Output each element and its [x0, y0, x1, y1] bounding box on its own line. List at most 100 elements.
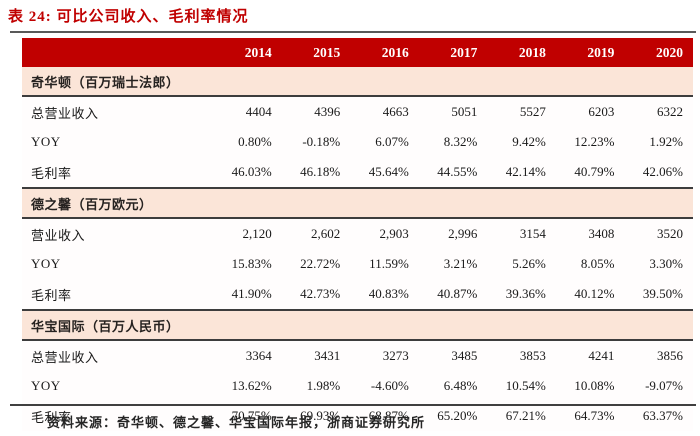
- cell-value: 2,996: [418, 218, 488, 249]
- row-label: 营业收入: [22, 218, 214, 249]
- year-header: 2015: [281, 38, 351, 67]
- cell-value: 9.42%: [487, 127, 556, 157]
- cell-value: 8.05%: [555, 249, 625, 279]
- section-header-row: 华宝国际（百万人民币）: [22, 309, 693, 341]
- cell-value: 6.48%: [418, 371, 488, 401]
- table-row: 毛利率 46.03% 46.18% 45.64% 44.55% 42.14% 40.79% 4…: [22, 157, 693, 188]
- cell-value: 39.50%: [624, 279, 693, 310]
- cell-value: 3485: [418, 340, 488, 371]
- cell-value: 22.72%: [281, 249, 351, 279]
- cell-value: 40.12%: [555, 279, 625, 310]
- cell-value: 6322: [624, 96, 693, 127]
- cell-value: 42.14%: [487, 157, 556, 188]
- cell-value: 0.80%: [213, 127, 282, 157]
- cell-value: 69.93%: [281, 401, 351, 431]
- cell-value: 2,903: [350, 218, 419, 249]
- cell-value: 65.20%: [418, 401, 488, 431]
- cell-value: 40.79%: [555, 157, 625, 188]
- comparable-companies-table: 2014 2015 2016 2017 2018 2019 2020 奇华顿（百万瑞士法郎）…: [22, 38, 693, 431]
- table-body: 奇华顿（百万瑞士法郎） 总营业收入 4404 4396 4663 5051 5527 6203…: [22, 67, 693, 431]
- cell-value: 63.37%: [624, 401, 693, 431]
- cell-value: 41.90%: [213, 279, 282, 310]
- table-row: YOY 0.80% -0.18% 6.07% 8.32% 9.42% 12.23% 1.92%: [22, 127, 693, 157]
- row-label: 毛利率: [22, 279, 214, 310]
- row-label: YOY: [22, 249, 214, 279]
- cell-value: 5.26%: [487, 249, 556, 279]
- cell-value: 4404: [213, 96, 282, 127]
- cell-value: 2,602: [281, 218, 351, 249]
- cell-value: 1.98%: [281, 371, 351, 401]
- cell-value: 2,120: [213, 218, 282, 249]
- cell-value: 45.64%: [350, 157, 419, 188]
- row-label: 总营业收入: [22, 340, 214, 371]
- cell-value: 42.73%: [281, 279, 351, 310]
- footer-rule: [10, 404, 696, 406]
- cell-value: 11.59%: [350, 249, 419, 279]
- cell-value: 10.54%: [487, 371, 556, 401]
- cell-value: 3520: [624, 218, 693, 249]
- row-label: 毛利率: [22, 401, 214, 431]
- cell-value: 3853: [487, 340, 556, 371]
- section-name: 德之馨（百万欧元）: [22, 187, 693, 219]
- row-label: YOY: [22, 371, 214, 401]
- section-header-row: 德之馨（百万欧元）: [22, 187, 693, 219]
- cell-value: 39.36%: [487, 279, 556, 310]
- table-row: 总营业收入 3364 3431 3273 3485 3853 4241 3856: [22, 340, 693, 371]
- year-header: 2014: [213, 38, 282, 67]
- year-header: 2020: [624, 38, 693, 67]
- cell-value: 13.62%: [213, 371, 282, 401]
- row-label: 总营业收入: [22, 96, 214, 127]
- cell-value: 4241: [555, 340, 625, 371]
- table-row: YOY 13.62% 1.98% -4.60% 6.48% 10.54% 10.08% -9.…: [22, 371, 693, 401]
- table-row: 毛利率 70.75% 69.93% 68.87% 65.20% 67.21% 64.73% 6…: [22, 401, 693, 431]
- cell-value: 70.75%: [213, 401, 282, 431]
- cell-value: 3.30%: [624, 249, 693, 279]
- section-header-row: 奇华顿（百万瑞士法郎）: [22, 67, 693, 97]
- cell-value: 40.83%: [350, 279, 419, 310]
- year-header: 2018: [487, 38, 556, 67]
- cell-value: 12.23%: [555, 127, 625, 157]
- year-header: 2019: [555, 38, 625, 67]
- section-name: 奇华顿（百万瑞士法郎）: [22, 67, 693, 97]
- cell-value: 4396: [281, 96, 351, 127]
- cell-value: 46.18%: [281, 157, 351, 188]
- cell-value: 3856: [624, 340, 693, 371]
- cell-value: 40.87%: [418, 279, 488, 310]
- cell-value: -4.60%: [350, 371, 419, 401]
- cell-value: 3364: [213, 340, 282, 371]
- cell-value: 6.07%: [350, 127, 419, 157]
- table-title: 表 24: 可比公司收入、毛利率情况: [8, 9, 249, 25]
- cell-value: 64.73%: [555, 401, 625, 431]
- cell-value: 15.83%: [213, 249, 282, 279]
- table-row: 毛利率 41.90% 42.73% 40.83% 40.87% 39.36% 40.12% 3…: [22, 279, 693, 310]
- table-row: YOY 15.83% 22.72% 11.59% 3.21% 5.26% 8.05% 3.30…: [22, 249, 693, 279]
- cell-value: 1.92%: [624, 127, 693, 157]
- cell-value: 6203: [555, 96, 625, 127]
- row-label: YOY: [22, 127, 214, 157]
- cell-value: -9.07%: [624, 371, 693, 401]
- section-name: 华宝国际（百万人民币）: [22, 309, 693, 341]
- cell-value: 10.08%: [555, 371, 625, 401]
- cell-value: 46.03%: [213, 157, 282, 188]
- cell-value: 4663: [350, 96, 419, 127]
- cell-value: 3273: [350, 340, 419, 371]
- cell-value: 3.21%: [418, 249, 488, 279]
- table-row: 营业收入 2,120 2,602 2,903 2,996 3154 3408 3520: [22, 218, 693, 249]
- cell-value: 44.55%: [418, 157, 488, 188]
- row-label: 毛利率: [22, 157, 214, 188]
- source-note: 资料来源：奇华顿、德之馨、华宝国际年报，浙商证券研究所: [47, 415, 426, 430]
- cell-value: 8.32%: [418, 127, 488, 157]
- year-header: 2017: [418, 38, 488, 67]
- row-label-header-blank: [22, 38, 214, 67]
- cell-value: 3431: [281, 340, 351, 371]
- cell-value: 42.06%: [624, 157, 693, 188]
- cell-value: 67.21%: [487, 401, 556, 431]
- cell-value: 5527: [487, 96, 556, 127]
- cell-value: 3154: [487, 218, 556, 249]
- table-row: 总营业收入 4404 4396 4663 5051 5527 6203 6322: [22, 96, 693, 127]
- year-header-row: 2014 2015 2016 2017 2018 2019 2020: [22, 38, 693, 67]
- cell-value: 3408: [555, 218, 625, 249]
- cell-value: 5051: [418, 96, 488, 127]
- cell-value: -0.18%: [281, 127, 351, 157]
